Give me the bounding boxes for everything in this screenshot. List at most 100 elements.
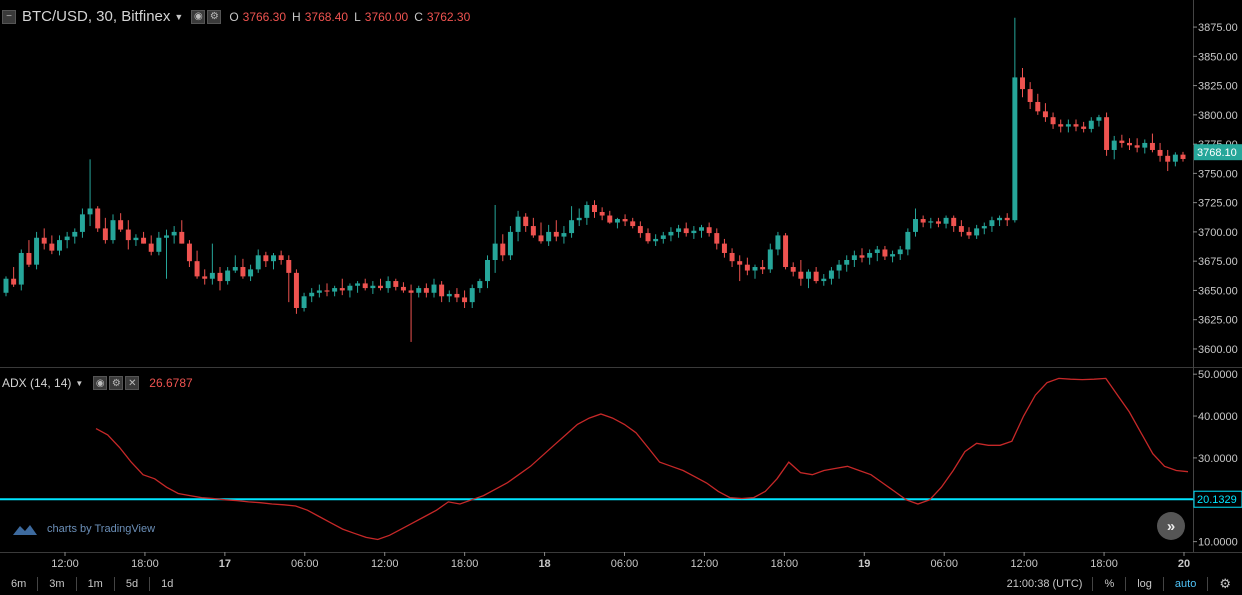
percent-scale-button[interactable]: %	[1104, 577, 1115, 590]
auto-scale-button[interactable]: auto	[1174, 577, 1197, 590]
candle-body	[202, 276, 208, 279]
candle-body	[18, 252, 24, 285]
candle-body	[859, 255, 865, 258]
candle-body	[1134, 145, 1140, 148]
chart-canvas[interactable]: 3600.00 3625.00 3650.00 3675.00 3700.00 3725.…	[0, 0, 1242, 572]
candle-body	[767, 249, 773, 270]
range-1d-button[interactable]: 1d	[161, 577, 174, 590]
candle-body	[943, 217, 949, 224]
candle-body	[255, 255, 261, 270]
range-5d-button[interactable]: 5d	[125, 577, 139, 590]
collapse-icon[interactable]: −	[2, 9, 16, 24]
caret-down-icon[interactable]: ▼	[174, 11, 184, 22]
gear-icon[interactable]: ⚙	[1219, 575, 1231, 591]
candle-body	[844, 259, 850, 265]
candle-body	[1172, 154, 1178, 162]
candle-body	[507, 231, 513, 256]
eye-icon[interactable]: ◉	[191, 9, 206, 24]
candle-body	[821, 278, 827, 282]
adx-axis-label: 40.0000	[1198, 411, 1238, 423]
price-axis-label: 3600.00	[1198, 344, 1238, 356]
close-icon[interactable]: ✕	[125, 376, 140, 390]
price-axis-label: 3825.00	[1198, 81, 1238, 93]
candle-body	[760, 267, 766, 270]
candle-body	[714, 233, 720, 244]
candle-body	[645, 233, 651, 242]
candle-body	[1142, 142, 1148, 148]
range-3m-button[interactable]: 3m	[49, 577, 65, 590]
range-6m-button[interactable]: 6m	[11, 577, 27, 590]
candle-body	[523, 216, 529, 227]
candle-body	[653, 238, 659, 242]
candle-body	[569, 220, 575, 234]
candle-body	[156, 237, 162, 252]
candle-body	[133, 237, 139, 241]
candle-body	[828, 270, 834, 279]
price-axis-label: 3700.00	[1198, 227, 1238, 239]
time-axis-label: 12:00	[691, 558, 719, 570]
candle-body	[691, 230, 697, 234]
eye-icon[interactable]: ◉	[93, 376, 108, 390]
price-axis-label: 3875.00	[1198, 22, 1238, 34]
candle-body	[744, 264, 750, 271]
caret-down-icon[interactable]: ▼	[75, 378, 84, 388]
candle-body	[416, 288, 422, 293]
adx-title[interactable]: ADX (14, 14)	[2, 376, 72, 390]
candle-body	[462, 297, 468, 303]
candle-body	[966, 231, 972, 236]
divider	[37, 576, 39, 591]
candle-body	[1149, 142, 1155, 150]
candle-body	[378, 285, 383, 289]
candle-body	[1180, 154, 1186, 159]
candle-body	[1065, 124, 1071, 127]
symbol-title[interactable]: BTC/USD, 30, Bitfinex	[22, 8, 171, 25]
candle-body	[454, 293, 460, 298]
candle-body	[41, 237, 47, 244]
range-1m-button[interactable]: 1m	[87, 577, 103, 590]
candle-body	[171, 231, 177, 236]
candle-body	[148, 243, 154, 252]
time-axis-label: 06:00	[291, 558, 319, 570]
settings-icon[interactable]: ⚙	[207, 9, 222, 24]
branding-text: charts by TradingView	[47, 523, 156, 535]
candle-body	[935, 221, 941, 224]
tradingview-logo-icon	[13, 525, 37, 535]
log-scale-button[interactable]: log	[1137, 577, 1152, 590]
candle-body	[492, 243, 498, 260]
candle-body	[347, 285, 353, 291]
candle-body	[477, 281, 483, 289]
candle-body	[263, 255, 269, 262]
candle-body	[584, 204, 590, 218]
candle-body	[217, 272, 223, 282]
utc-clock[interactable]: 21:00:38 (UTC)	[1006, 577, 1083, 590]
divider	[1125, 576, 1127, 591]
candle-body	[699, 227, 704, 231]
tradingview-branding[interactable]: charts by TradingView	[12, 521, 155, 537]
scroll-to-realtime-button[interactable]: »	[1157, 512, 1185, 540]
open-value: 3766.30	[242, 9, 287, 24]
time-axis-label: 18:00	[451, 558, 479, 570]
candle-body	[553, 231, 559, 237]
candle-body	[683, 228, 689, 234]
close-value: 3762.30	[426, 9, 471, 24]
candle-body	[125, 229, 131, 241]
candle-body	[989, 220, 995, 227]
bottom-toolbar: 6m 3m 1m 5d 1d 21:00:38 (UTC) % log auto…	[0, 572, 1242, 595]
candle-body	[806, 271, 811, 279]
adx-axis-label: 30.0000	[1198, 453, 1238, 465]
close-label: C	[414, 9, 423, 24]
candle-body	[179, 231, 185, 244]
candle-body	[408, 290, 414, 293]
candle-body	[439, 284, 445, 297]
candle-body	[561, 233, 567, 237]
adx-legend: ADX (14, 14) ▼ ◉ ⚙ ✕ 26.6787	[2, 376, 193, 390]
candle-body	[607, 215, 613, 223]
candle-body	[118, 220, 124, 230]
candle-body	[1081, 126, 1087, 129]
candle-body	[974, 228, 980, 236]
settings-icon[interactable]: ⚙	[109, 376, 124, 390]
last-price-tag	[1194, 144, 1242, 161]
candle-body	[1111, 140, 1117, 150]
adx-axis-label: 50.0000	[1198, 369, 1238, 381]
time-axis-label: 18	[538, 558, 550, 570]
